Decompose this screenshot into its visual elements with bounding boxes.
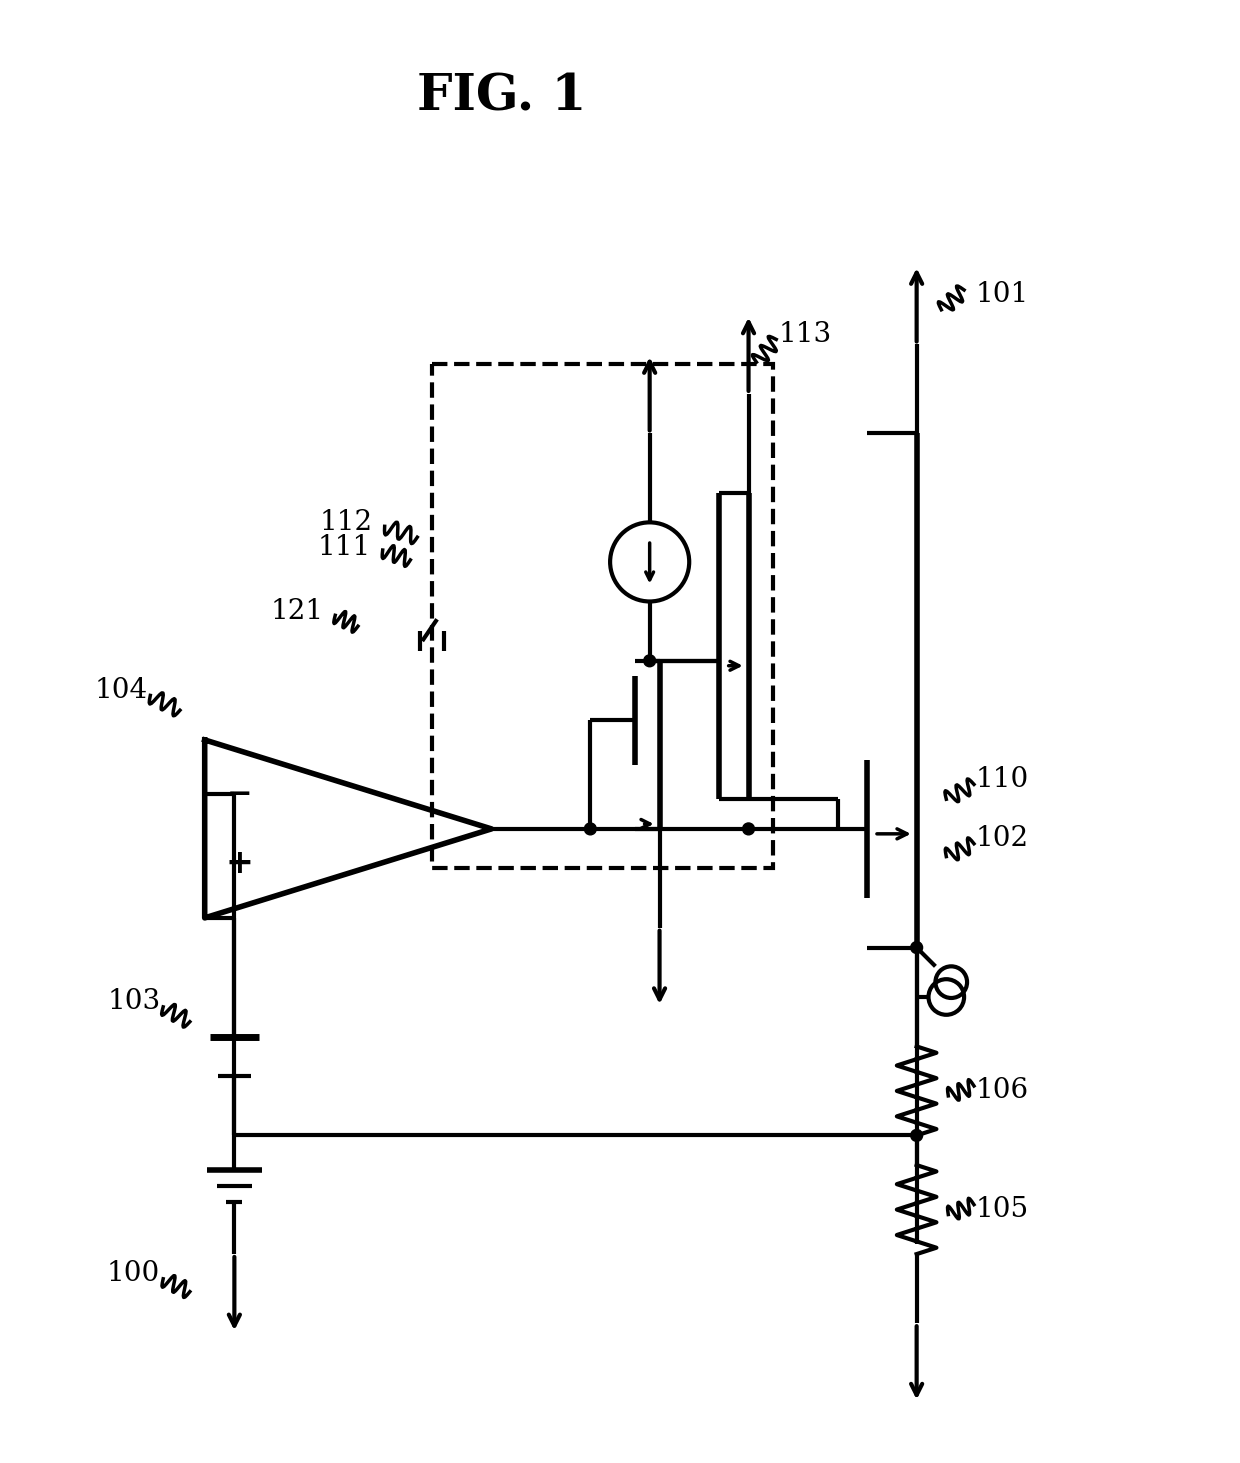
Circle shape (910, 942, 923, 954)
Text: 105: 105 (976, 1197, 1029, 1223)
Text: 104: 104 (94, 677, 148, 704)
Text: 113: 113 (779, 320, 831, 348)
Text: 110: 110 (976, 767, 1029, 793)
Circle shape (584, 824, 596, 835)
Circle shape (644, 655, 656, 667)
Text: 106: 106 (976, 1077, 1029, 1105)
Circle shape (910, 1129, 923, 1141)
Text: 100: 100 (107, 1260, 160, 1287)
Text: 102: 102 (976, 825, 1029, 853)
Text: 112: 112 (320, 509, 373, 535)
Text: +: + (226, 847, 253, 881)
Text: 103: 103 (107, 989, 160, 1015)
Circle shape (743, 824, 754, 835)
Text: 101: 101 (976, 281, 1029, 309)
Text: FIG. 1: FIG. 1 (417, 73, 587, 121)
Text: 111: 111 (317, 534, 371, 560)
Text: 121: 121 (270, 598, 324, 625)
Text: −: − (227, 780, 252, 809)
